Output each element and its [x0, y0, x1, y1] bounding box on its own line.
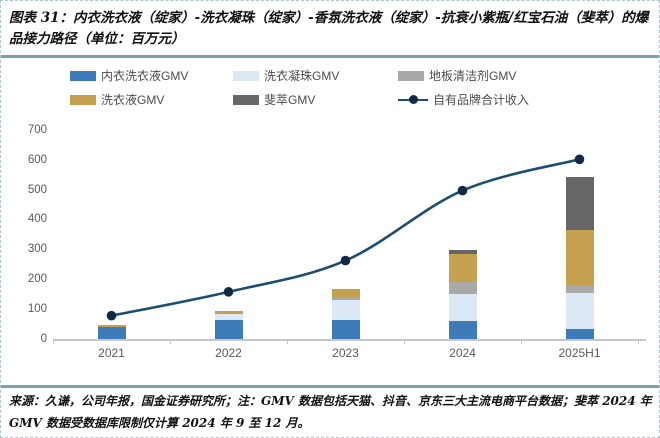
bar-segment [448, 250, 477, 255]
x-axis-tick [638, 339, 639, 344]
y-axis-tick-label: 200 [27, 272, 47, 285]
legend-item-3: 洗衣液GMV [70, 92, 233, 107]
bar-segment [214, 314, 243, 321]
source-note: 来源：久谦，公司年报，国金证券研究所；注：GMV 数据包括天猫、抖音、京东三大主… [9, 394, 652, 430]
y-axis-tick-label: 600 [27, 153, 47, 166]
legend-swatch-icon [398, 70, 424, 81]
chart-title: 图表 31：内衣洗衣液（绽家）-洗衣凝珠（绽家）-香氛洗衣液（绽家）-抗衰小紫瓶… [9, 10, 649, 47]
bar-segment [448, 321, 477, 340]
y-axis-tick-label: 100 [27, 302, 47, 315]
line-data-point [457, 185, 468, 196]
legend-swatch-icon [70, 94, 96, 105]
legend-label: 斐萃GMV [264, 93, 316, 107]
bar-segment [97, 324, 126, 327]
x-axis-tick [287, 339, 288, 344]
bar-segment [214, 311, 243, 315]
top-separator [1, 55, 659, 58]
legend-swatch-icon [233, 70, 259, 81]
x-axis-category-label: 2024 [449, 346, 476, 360]
y-axis-tick-label: 0 [40, 332, 47, 345]
bar-segment [448, 293, 477, 322]
legend-label: 洗衣液GMV [101, 93, 165, 107]
y-axis-tick-label: 500 [27, 183, 47, 196]
line-data-point [340, 255, 351, 266]
y-axis-tick-label: 400 [27, 213, 47, 226]
bar-segment [331, 320, 360, 340]
bar-segment [331, 296, 360, 301]
legend-label: 洗衣凝珠GMV [264, 69, 340, 83]
y-axis-tick-label: 300 [27, 243, 47, 256]
bar-segment [565, 229, 594, 287]
y-axis-tick-label: 700 [27, 124, 47, 136]
x-axis-tick [53, 339, 54, 344]
bar-segment [214, 320, 243, 340]
legend-item-4: 斐萃GMV [233, 92, 398, 107]
line-data-point [106, 310, 117, 321]
legend-item-0: 内衣洗衣液GMV [70, 68, 233, 83]
legend-item-1: 洗衣凝珠GMV [233, 68, 398, 83]
legend-label: 地板清洁剂GMV [429, 69, 517, 83]
bar-segment [97, 326, 126, 340]
bar-segment [331, 300, 360, 321]
bar-segment [448, 282, 477, 294]
x-axis-line [53, 339, 646, 341]
bar-segment [565, 286, 594, 294]
legend-label: 内衣洗衣液GMV [101, 69, 189, 83]
legend-label: 自有品牌合计收入 [433, 93, 530, 107]
bar-segment [448, 254, 477, 282]
revenue-line-series [106, 154, 585, 321]
bottom-separator [1, 385, 659, 388]
legend-swatch-icon [233, 94, 259, 105]
legend-line-marker-icon [398, 95, 428, 105]
line-data-point [574, 154, 585, 165]
bar-segment [565, 328, 594, 340]
chart-legend: 内衣洗衣液GMV 洗衣凝珠GMV 地板清洁剂GMV 洗衣液GMV 斐萃GMV 自有品牌合计… [70, 68, 645, 107]
bar-segment [331, 288, 360, 297]
x-axis-category-label: 2025H1 [558, 346, 601, 360]
line-data-point [223, 287, 234, 297]
x-axis-category-label: 2023 [332, 346, 359, 360]
x-axis-tick [170, 339, 171, 344]
bar-segment [565, 177, 594, 230]
legend-item-2: 地板清洁剂GMV [398, 68, 645, 83]
legend-item-5: 自有品牌合计收入 [398, 92, 645, 107]
x-axis-tick [404, 339, 405, 344]
x-axis-tick [521, 339, 522, 344]
x-axis-category-label: 2021 [98, 346, 125, 360]
legend-swatch-icon [70, 70, 96, 81]
bar-segment [565, 293, 594, 329]
x-axis-category-label: 2022 [215, 346, 242, 360]
